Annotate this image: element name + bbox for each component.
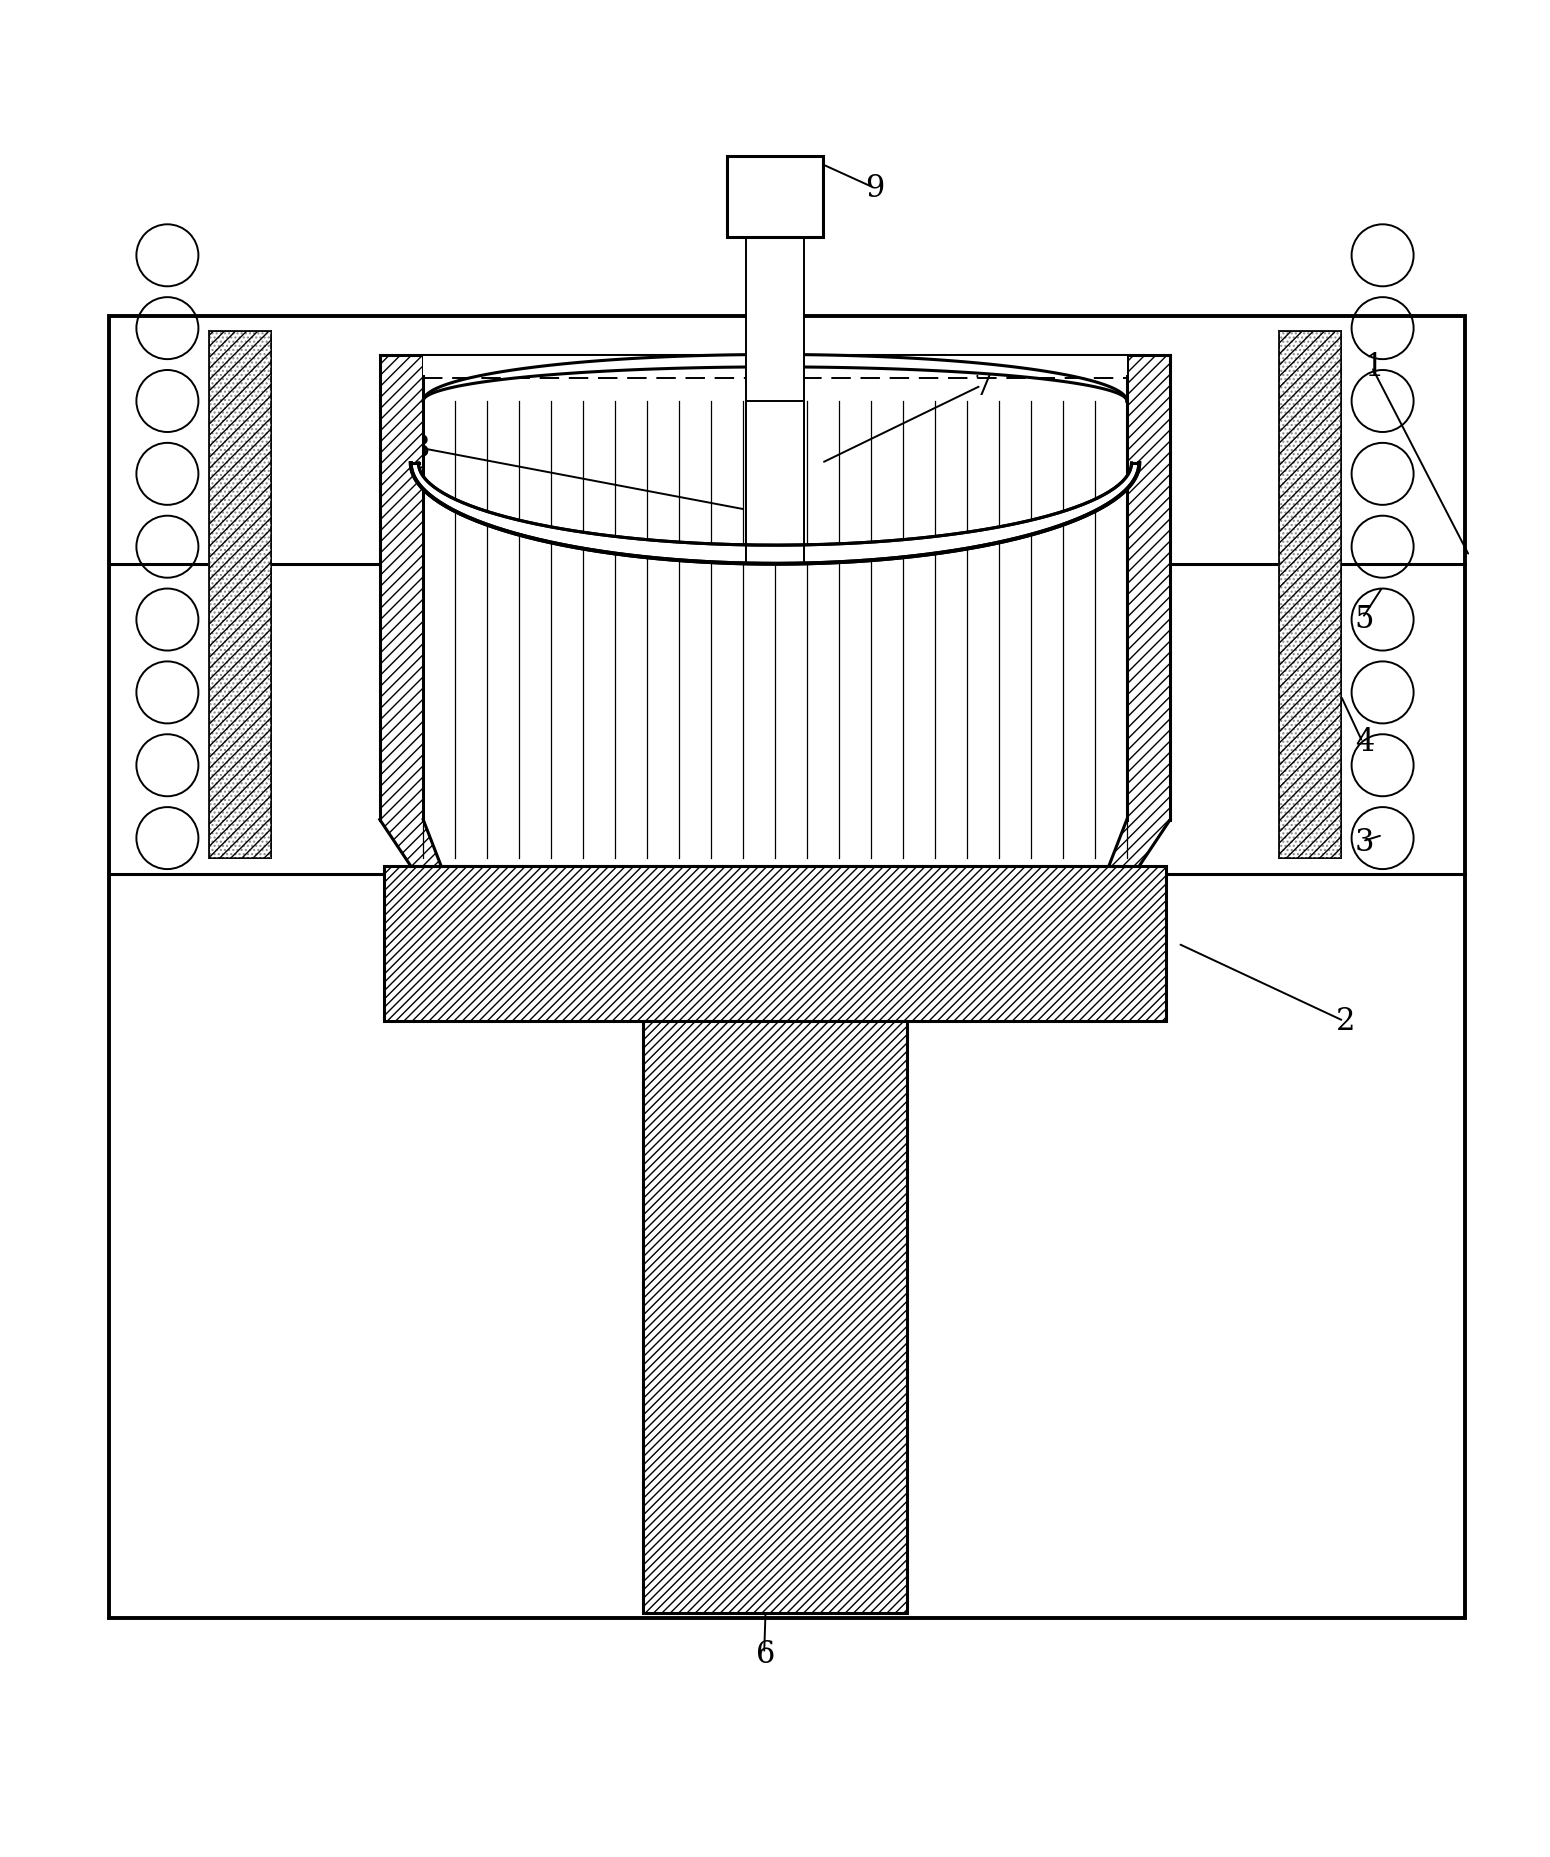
Polygon shape xyxy=(380,355,442,867)
Bar xyxy=(209,332,271,858)
Text: 8: 8 xyxy=(411,433,431,464)
Bar xyxy=(643,1021,907,1614)
Bar xyxy=(423,401,1127,858)
Polygon shape xyxy=(1108,355,1170,867)
Bar xyxy=(423,355,1127,375)
Bar xyxy=(209,332,271,858)
Text: 2: 2 xyxy=(1336,1006,1356,1036)
Bar xyxy=(384,867,1166,1021)
Bar xyxy=(746,228,804,565)
Bar xyxy=(1279,332,1341,858)
Bar xyxy=(209,332,271,858)
Text: 9: 9 xyxy=(865,173,883,204)
Polygon shape xyxy=(411,464,1139,565)
Bar xyxy=(1279,332,1341,858)
Bar xyxy=(727,158,823,238)
Text: 4: 4 xyxy=(1355,728,1373,758)
Bar xyxy=(109,316,1465,1617)
Text: 5: 5 xyxy=(1355,604,1375,633)
Text: 1: 1 xyxy=(1364,353,1384,383)
Bar xyxy=(643,1021,907,1614)
Bar xyxy=(384,867,1166,1021)
Bar xyxy=(746,401,804,565)
Text: 7: 7 xyxy=(973,371,992,401)
Text: 6: 6 xyxy=(756,1638,775,1669)
Text: 3: 3 xyxy=(1355,826,1375,858)
Bar xyxy=(1279,332,1341,858)
